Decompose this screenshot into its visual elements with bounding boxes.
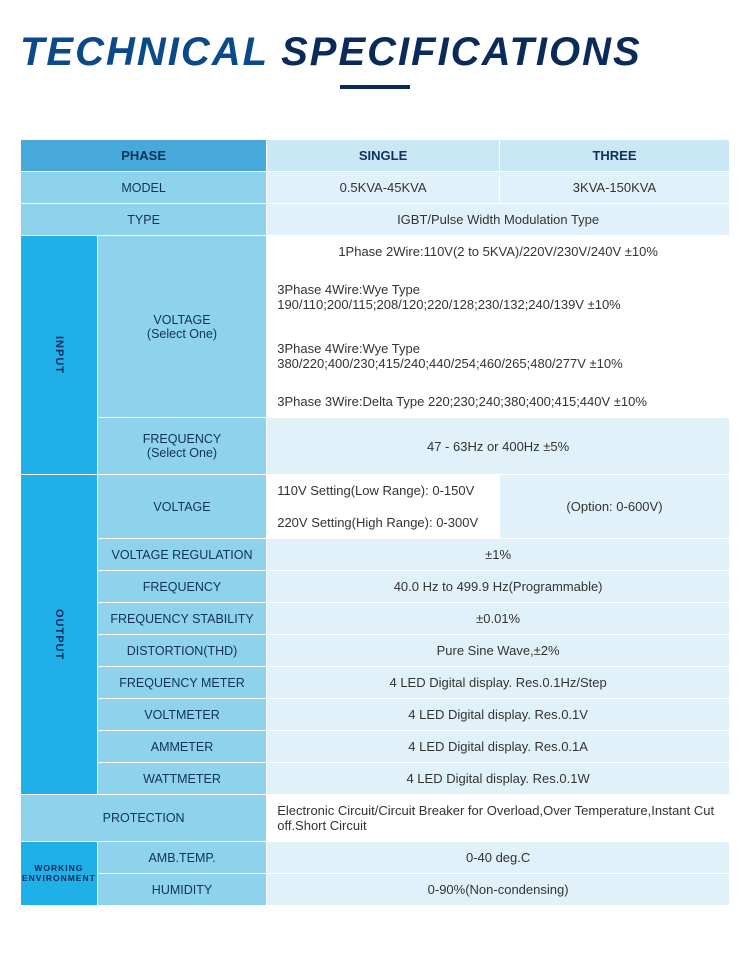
val-out-0: ±1% bbox=[267, 539, 730, 571]
lbl-env-amb: AMB.TEMP. bbox=[97, 842, 266, 874]
row-out-v1: OUTPUT VOLTAGE 110V Setting(Low Range): … bbox=[21, 475, 730, 507]
lbl-out-0: VOLTAGE REGULATION bbox=[97, 539, 266, 571]
val-out-vlow: 110V Setting(Low Range): 0-150V bbox=[267, 475, 500, 507]
hdr-phase: PHASE bbox=[21, 140, 267, 172]
val-out-1: 40.0 Hz to 499.9 Hz(Programmable) bbox=[267, 571, 730, 603]
row-out-6: AMMETER 4 LED Digital display. Res.0.1A bbox=[21, 731, 730, 763]
row-input-freq: FREQUENCY (Select One) 47 - 63Hz or 400H… bbox=[21, 418, 730, 475]
lbl-out-voltage: VOLTAGE bbox=[97, 475, 266, 539]
lbl-env-hum: HUMIDITY bbox=[97, 874, 266, 906]
row-out-4: FREQUENCY METER 4 LED Digital display. R… bbox=[21, 667, 730, 699]
row-out-5: VOLTMETER 4 LED Digital display. Res.0.1… bbox=[21, 699, 730, 731]
lbl-input-freq: FREQUENCY (Select One) bbox=[97, 418, 266, 475]
val-out-5: 4 LED Digital display. Res.0.1V bbox=[267, 699, 730, 731]
lbl-out-3: DISTORTION(THD) bbox=[97, 635, 266, 667]
row-type: TYPE IGBT/Pulse Width Modulation Type bbox=[21, 204, 730, 236]
lbl-out-1: FREQUENCY bbox=[97, 571, 266, 603]
lbl-input-voltage: VOLTAGE (Select One) bbox=[97, 236, 266, 418]
lbl-out-6: AMMETER bbox=[97, 731, 266, 763]
val-out-vopt: (Option: 0-600V) bbox=[499, 475, 729, 539]
val-env-amb: 0-40 deg.C bbox=[267, 842, 730, 874]
val-out-2: ±0.01% bbox=[267, 603, 730, 635]
lbl-type: TYPE bbox=[21, 204, 267, 236]
title-word-2: SPECIFICATIONS bbox=[281, 30, 642, 75]
val-protection: Electronic Circuit/Circuit Breaker for O… bbox=[267, 795, 730, 842]
row-model: MODEL 0.5KVA-45KVA 3KVA-150KVA bbox=[21, 172, 730, 204]
hdr-single: SINGLE bbox=[267, 140, 500, 172]
spec-table: PHASE SINGLE THREE MODEL 0.5KVA-45KVA 3K… bbox=[20, 139, 730, 906]
row-env-amb: WORKING ENVIRONMENT AMB.TEMP. 0-40 deg.C bbox=[21, 842, 730, 874]
val-input-v1: 3Phase 4Wire:Wye Type 190/110;200/115;20… bbox=[267, 268, 730, 327]
val-model-single: 0.5KVA-45KVA bbox=[267, 172, 500, 204]
side-output: OUTPUT bbox=[21, 475, 98, 795]
hdr-three: THREE bbox=[499, 140, 729, 172]
title-word-1: TECHNICAL bbox=[20, 30, 269, 75]
val-model-three: 3KVA-150KVA bbox=[499, 172, 729, 204]
row-out-1: FREQUENCY 40.0 Hz to 499.9 Hz(Programmab… bbox=[21, 571, 730, 603]
lbl-out-2: FREQUENCY STABILITY bbox=[97, 603, 266, 635]
lbl-out-7: WATTMETER bbox=[97, 763, 266, 795]
lbl-out-5: VOLTMETER bbox=[97, 699, 266, 731]
side-env: WORKING ENVIRONMENT bbox=[21, 842, 98, 906]
val-type: IGBT/Pulse Width Modulation Type bbox=[267, 204, 730, 236]
row-out-3: DISTORTION(THD) Pure Sine Wave,±2% bbox=[21, 635, 730, 667]
val-input-v0: 1Phase 2Wire:110V(2 to 5KVA)/220V/230V/2… bbox=[267, 236, 730, 268]
row-out-0: VOLTAGE REGULATION ±1% bbox=[21, 539, 730, 571]
val-input-v2: 3Phase 4Wire:Wye Type 380/220;400/230;41… bbox=[267, 327, 730, 386]
val-out-vhigh: 220V Setting(High Range): 0-300V bbox=[267, 507, 500, 539]
lbl-out-4: FREQUENCY METER bbox=[97, 667, 266, 699]
val-env-hum: 0-90%(Non-condensing) bbox=[267, 874, 730, 906]
val-input-v3: 3Phase 3Wire:Delta Type 220;230;240;380;… bbox=[267, 386, 730, 418]
val-input-freq: 47 - 63Hz or 400Hz ±5% bbox=[267, 418, 730, 475]
row-env-hum: HUMIDITY 0-90%(Non-condensing) bbox=[21, 874, 730, 906]
val-out-7: 4 LED Digital display. Res.0.1W bbox=[267, 763, 730, 795]
row-protection: PROTECTION Electronic Circuit/Circuit Br… bbox=[21, 795, 730, 842]
page-title: TECHNICAL SPECIFICATIONS bbox=[20, 30, 730, 75]
title-underline bbox=[340, 85, 410, 89]
row-phase: PHASE SINGLE THREE bbox=[21, 140, 730, 172]
row-input-v1: INPUT VOLTAGE (Select One) 1Phase 2Wire:… bbox=[21, 236, 730, 268]
val-out-6: 4 LED Digital display. Res.0.1A bbox=[267, 731, 730, 763]
val-out-4: 4 LED Digital display. Res.0.1Hz/Step bbox=[267, 667, 730, 699]
side-input: INPUT bbox=[21, 236, 98, 475]
lbl-protection: PROTECTION bbox=[21, 795, 267, 842]
title-block: TECHNICAL SPECIFICATIONS bbox=[0, 0, 750, 139]
row-out-2: FREQUENCY STABILITY ±0.01% bbox=[21, 603, 730, 635]
val-out-3: Pure Sine Wave,±2% bbox=[267, 635, 730, 667]
lbl-model: MODEL bbox=[21, 172, 267, 204]
row-out-7: WATTMETER 4 LED Digital display. Res.0.1… bbox=[21, 763, 730, 795]
